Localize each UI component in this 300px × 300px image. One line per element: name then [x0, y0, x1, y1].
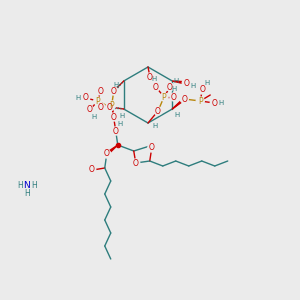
- Text: O: O: [183, 79, 189, 88]
- Text: O: O: [147, 73, 153, 82]
- Text: O: O: [107, 103, 113, 112]
- Text: H: H: [190, 83, 196, 89]
- Text: O: O: [87, 106, 93, 115]
- Polygon shape: [172, 81, 186, 84]
- Circle shape: [82, 94, 90, 102]
- Text: O: O: [111, 112, 117, 122]
- Circle shape: [94, 97, 102, 105]
- Circle shape: [154, 107, 162, 115]
- Text: P: P: [95, 97, 100, 106]
- Circle shape: [97, 103, 105, 111]
- Circle shape: [148, 144, 156, 152]
- Text: H: H: [172, 86, 177, 92]
- Text: O: O: [89, 166, 95, 175]
- Text: O: O: [153, 82, 159, 91]
- Circle shape: [180, 95, 188, 103]
- Text: O: O: [155, 106, 161, 116]
- Text: O: O: [113, 127, 119, 136]
- Circle shape: [198, 86, 206, 94]
- Circle shape: [97, 87, 105, 95]
- Text: H: H: [119, 113, 124, 119]
- Text: H: H: [75, 95, 80, 101]
- Text: H: H: [91, 114, 96, 120]
- Circle shape: [86, 106, 94, 114]
- Circle shape: [106, 103, 114, 111]
- Circle shape: [170, 93, 178, 101]
- Text: H: H: [173, 78, 178, 84]
- Circle shape: [110, 87, 118, 95]
- Circle shape: [196, 97, 204, 105]
- Text: P: P: [110, 100, 114, 109]
- Text: H: H: [17, 181, 23, 190]
- Circle shape: [132, 159, 140, 167]
- Text: H: H: [152, 76, 157, 82]
- Text: O: O: [133, 158, 139, 167]
- Circle shape: [166, 83, 174, 91]
- Circle shape: [182, 79, 190, 87]
- Text: O: O: [211, 98, 217, 107]
- Text: O: O: [167, 82, 173, 91]
- Circle shape: [160, 93, 168, 101]
- Circle shape: [146, 73, 154, 81]
- Text: H: H: [205, 80, 210, 86]
- Circle shape: [112, 127, 120, 135]
- Text: H: H: [113, 82, 118, 88]
- Text: N: N: [24, 181, 30, 190]
- Circle shape: [152, 83, 160, 91]
- Text: O: O: [83, 94, 89, 103]
- Text: O: O: [98, 86, 104, 95]
- Text: H: H: [31, 181, 37, 190]
- Text: P: P: [162, 92, 166, 101]
- Text: H: H: [152, 123, 158, 129]
- Text: O: O: [104, 149, 110, 158]
- Text: O: O: [171, 92, 177, 101]
- Circle shape: [210, 99, 218, 107]
- Text: O: O: [111, 86, 117, 95]
- Circle shape: [110, 113, 118, 121]
- Circle shape: [88, 166, 96, 174]
- Text: O: O: [199, 85, 205, 94]
- Text: H: H: [175, 112, 180, 118]
- Text: O: O: [149, 143, 155, 152]
- Polygon shape: [172, 98, 185, 109]
- Polygon shape: [106, 145, 118, 155]
- Text: O: O: [181, 94, 187, 103]
- Text: H: H: [219, 100, 224, 106]
- Circle shape: [108, 101, 116, 109]
- Text: P: P: [198, 97, 202, 106]
- Circle shape: [103, 150, 111, 158]
- Text: O: O: [98, 103, 104, 112]
- Text: H: H: [117, 121, 122, 127]
- Text: H: H: [24, 188, 30, 197]
